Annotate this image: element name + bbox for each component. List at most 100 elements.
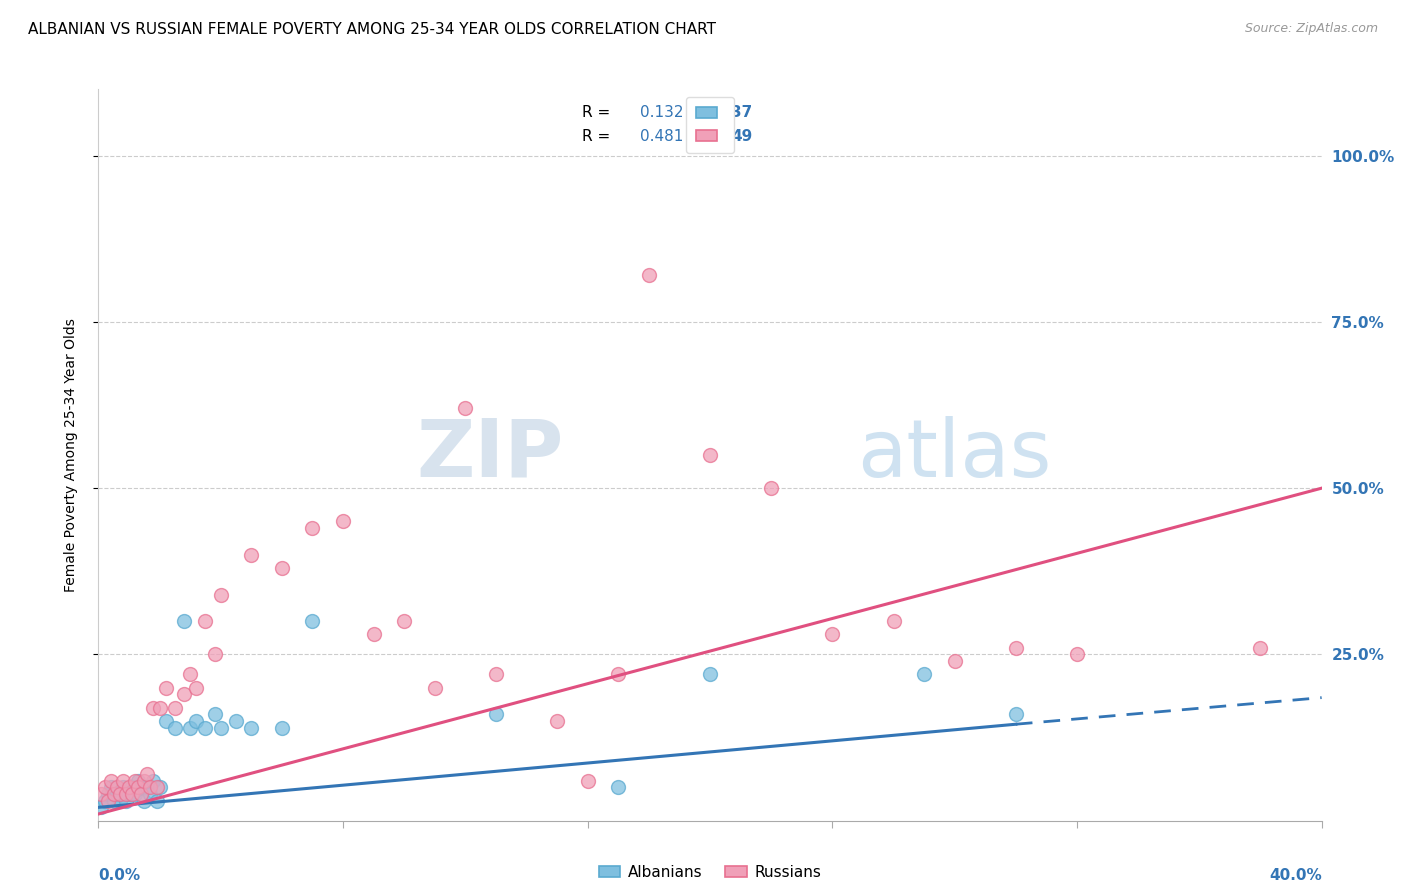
- Point: [699, 448, 721, 462]
- Point: [93, 794, 115, 808]
- Point: [145, 794, 167, 808]
- Point: [149, 780, 172, 795]
- Point: [1004, 640, 1026, 655]
- Point: [179, 667, 201, 681]
- Point: [139, 780, 162, 795]
- Point: [1249, 640, 1271, 655]
- Point: [423, 681, 446, 695]
- Point: [240, 548, 263, 562]
- Point: [1004, 707, 1026, 722]
- Point: [485, 707, 508, 722]
- Point: [546, 714, 568, 728]
- Point: [155, 714, 177, 728]
- Point: [108, 794, 131, 808]
- Point: [186, 714, 208, 728]
- Point: [105, 780, 128, 795]
- Legend: Albanians, Russians: Albanians, Russians: [593, 859, 827, 886]
- Point: [637, 268, 661, 283]
- Point: [105, 787, 128, 801]
- Point: [699, 667, 721, 681]
- Point: [136, 767, 159, 781]
- Point: [118, 787, 141, 801]
- Text: 0.132: 0.132: [640, 105, 683, 120]
- Text: ZIP: ZIP: [416, 416, 564, 494]
- Point: [225, 714, 247, 728]
- Point: [163, 700, 186, 714]
- Point: [115, 787, 138, 801]
- Point: [759, 481, 782, 495]
- Text: Source: ZipAtlas.com: Source: ZipAtlas.com: [1244, 22, 1378, 36]
- Point: [121, 780, 143, 795]
- Point: [129, 787, 152, 801]
- Point: [485, 667, 508, 681]
- Point: [111, 780, 134, 795]
- Point: [301, 521, 323, 535]
- Point: [124, 773, 146, 788]
- Point: [392, 614, 416, 628]
- Point: [142, 700, 165, 714]
- Point: [149, 700, 172, 714]
- Point: [100, 780, 122, 795]
- Text: N =: N =: [686, 105, 730, 120]
- Point: [204, 648, 226, 662]
- Point: [100, 773, 122, 788]
- Point: [136, 780, 159, 795]
- Point: [103, 794, 125, 808]
- Point: [173, 614, 195, 628]
- Point: [97, 787, 120, 801]
- Text: atlas: atlas: [856, 416, 1052, 494]
- Point: [1066, 648, 1088, 662]
- Point: [134, 773, 156, 788]
- Point: [142, 773, 165, 788]
- Point: [93, 780, 115, 795]
- Point: [454, 401, 477, 416]
- Point: [209, 721, 232, 735]
- Point: [204, 707, 226, 722]
- Point: [90, 787, 112, 801]
- Text: R =: R =: [582, 105, 614, 120]
- Point: [943, 654, 966, 668]
- Point: [607, 780, 630, 795]
- Point: [194, 721, 217, 735]
- Text: 0.0%: 0.0%: [98, 868, 141, 883]
- Point: [576, 773, 599, 788]
- Point: [115, 794, 138, 808]
- Text: 0.481: 0.481: [640, 129, 683, 145]
- Point: [186, 681, 208, 695]
- Point: [111, 773, 134, 788]
- Point: [240, 721, 263, 735]
- Point: [127, 780, 149, 795]
- Point: [270, 561, 292, 575]
- Point: [108, 787, 131, 801]
- Point: [124, 787, 146, 801]
- Point: [363, 627, 385, 641]
- Point: [145, 780, 167, 795]
- Point: [134, 794, 156, 808]
- Point: [103, 787, 125, 801]
- Text: ALBANIAN VS RUSSIAN FEMALE POVERTY AMONG 25-34 YEAR OLDS CORRELATION CHART: ALBANIAN VS RUSSIAN FEMALE POVERTY AMONG…: [28, 22, 716, 37]
- Point: [121, 787, 143, 801]
- Point: [607, 667, 630, 681]
- Point: [118, 780, 141, 795]
- Point: [301, 614, 323, 628]
- Point: [194, 614, 217, 628]
- Point: [179, 721, 201, 735]
- Text: 37: 37: [731, 105, 752, 120]
- Text: 49: 49: [731, 129, 752, 145]
- Point: [155, 681, 177, 695]
- Point: [883, 614, 905, 628]
- Point: [163, 721, 186, 735]
- Point: [97, 794, 120, 808]
- Point: [821, 627, 844, 641]
- Point: [270, 721, 292, 735]
- Point: [139, 787, 162, 801]
- Point: [173, 687, 195, 701]
- Text: 40.0%: 40.0%: [1268, 868, 1322, 883]
- Point: [912, 667, 935, 681]
- Point: [332, 515, 354, 529]
- Point: [209, 588, 232, 602]
- Point: [90, 800, 112, 814]
- Y-axis label: Female Poverty Among 25-34 Year Olds: Female Poverty Among 25-34 Year Olds: [63, 318, 77, 592]
- Point: [127, 773, 149, 788]
- Point: [129, 780, 152, 795]
